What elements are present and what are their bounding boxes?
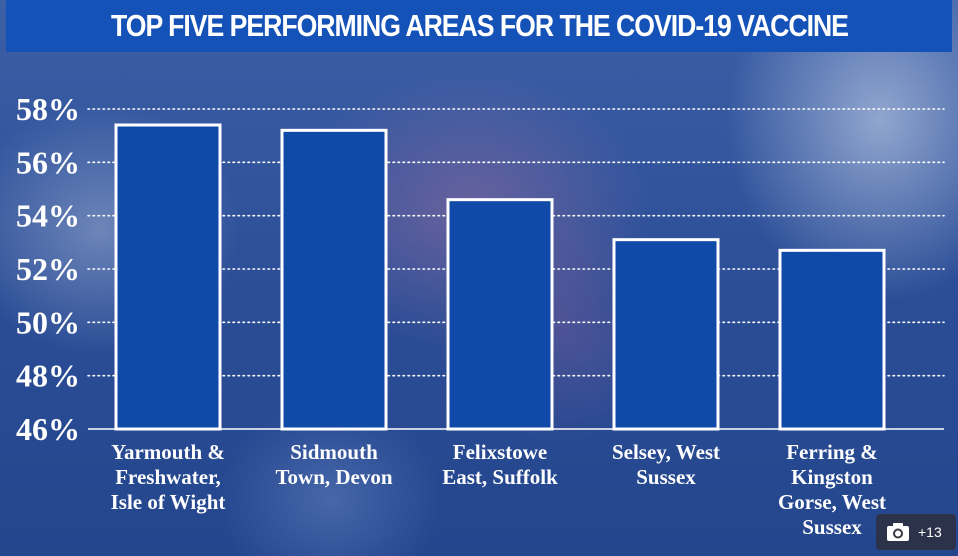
y-tick-label: 46% bbox=[16, 411, 80, 447]
bar bbox=[446, 198, 554, 431]
y-tick-label: 50% bbox=[16, 304, 80, 340]
bars bbox=[114, 123, 886, 431]
camera-icon bbox=[887, 523, 909, 541]
y-tick-label: 54% bbox=[16, 198, 80, 234]
category-label: Selsey, West Sussex bbox=[612, 440, 720, 489]
category-label: Sidmouth Town, Devon bbox=[275, 440, 392, 489]
photo-count: +13 bbox=[918, 524, 942, 540]
category-label: Ferring & Kingston Gorse, West Sussex bbox=[778, 440, 886, 539]
y-tick-label: 52% bbox=[16, 251, 80, 287]
bar bbox=[778, 248, 886, 431]
bar bbox=[114, 123, 222, 431]
bar bbox=[280, 128, 388, 431]
y-tick-labels: 46% 48% 50% 52% 54% 56% 58% bbox=[16, 91, 80, 447]
y-tick-label: 58% bbox=[16, 91, 80, 127]
category-label: Yarmouth & Freshwater, Isle of Wight bbox=[111, 440, 226, 514]
bar bbox=[612, 238, 720, 431]
photo-gallery-badge[interactable]: +13 bbox=[876, 514, 956, 550]
category-labels: Yarmouth & Freshwater, Isle of Wight Sidmou… bbox=[111, 440, 886, 539]
y-tick-label: 56% bbox=[16, 144, 80, 180]
chart-title: TOP FIVE PERFORMING AREAS FOR THE COVID-… bbox=[110, 8, 849, 43]
y-tick-label: 48% bbox=[16, 358, 80, 394]
category-label: Felixstowe East, Suffolk bbox=[442, 440, 558, 489]
title-bar: TOP FIVE PERFORMING AREAS FOR THE COVID-… bbox=[6, 0, 952, 52]
